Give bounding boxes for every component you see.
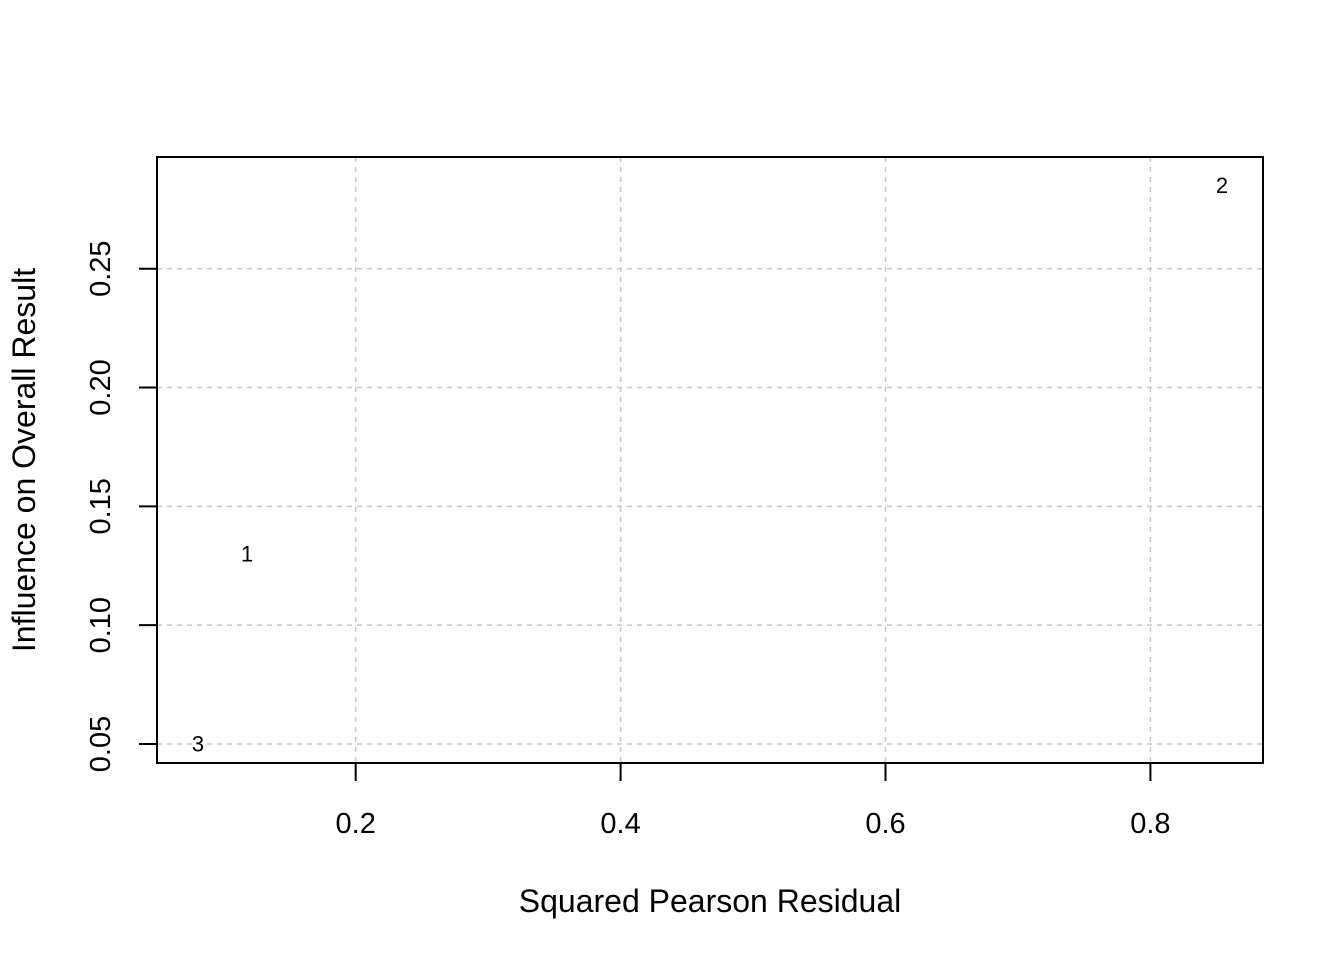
x-tick-label: 0.4 [600,808,640,840]
data-point-label: 1 [241,541,253,566]
y-tick-label: 0.10 [85,597,117,653]
x-tick-label: 0.2 [336,808,376,840]
x-tick-label: 0.8 [1130,808,1170,840]
x-tick-label: 0.6 [865,808,905,840]
y-axis-title: Influence on Overall Result [6,268,42,652]
axis-ticks: 0.2 0.4 0.6 0.8 0.05 0.10 0.15 0.20 0.25 [85,240,1171,840]
y-tick-label: 0.05 [85,716,117,772]
y-tick-label: 0.25 [85,240,117,296]
data-point-label: 3 [192,731,204,756]
x-axis-title: Squared Pearson Residual [519,883,901,919]
data-points: 1 2 3 [192,173,1228,756]
y-tick-label: 0.15 [85,478,117,534]
data-point-label: 2 [1216,173,1228,198]
y-tick-label: 0.20 [85,359,117,415]
grid [157,157,1263,763]
plot-frame [156,156,1264,764]
